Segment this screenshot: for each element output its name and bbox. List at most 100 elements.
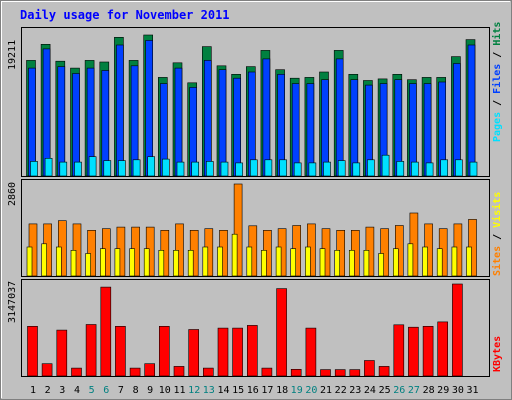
chart-title: Daily usage for November 2011 (20, 8, 230, 22)
files-bar (204, 60, 212, 177)
sites-bar (290, 248, 297, 277)
sites-bar (158, 250, 165, 277)
sites-bar (407, 243, 414, 277)
sites-axis-label: Sites (491, 246, 503, 276)
kbytes-bar (129, 367, 141, 377)
x-tick-label: 16 (247, 385, 259, 396)
pages-bar (220, 161, 229, 177)
sites-bar (231, 233, 238, 277)
files-axis-label: Files (491, 64, 503, 94)
hits-axis-separator-2: / (492, 46, 503, 64)
pages-bar (103, 160, 112, 177)
files-bar (423, 83, 432, 177)
kbytes-bar (276, 288, 287, 377)
sites-bar (305, 246, 311, 277)
pages-bar (381, 154, 390, 177)
x-axis-tick-labels: 1 2 3 4 5 6 7 8 9 10 11 12 13 14 15 16 17 18 19 20 21 22 23 24 2… (30, 385, 479, 396)
kbytes-bar (261, 367, 273, 377)
pages-bar (469, 161, 478, 177)
hits-axis-separator: / (492, 94, 503, 112)
sites-bar (319, 248, 326, 277)
kbytes-bar (27, 325, 38, 377)
sites-bar (100, 248, 106, 277)
kbytes-bar (422, 325, 434, 377)
hits-ymax-label: 19211 (7, 40, 18, 70)
sites-bar (378, 253, 384, 277)
x-tick-label: 15 (232, 385, 244, 396)
x-tick-label: 7 (118, 385, 124, 396)
files-bar (453, 63, 461, 177)
sites-bar (436, 248, 443, 277)
pages-bar (235, 162, 243, 177)
visits-bar (87, 230, 96, 277)
x-tick-label: 30 (452, 385, 464, 396)
pages-bar (308, 162, 317, 177)
hits-bars (26, 34, 478, 177)
kbytes-bar (173, 366, 185, 377)
kbytes-axis-label: KBytes (492, 336, 503, 372)
files-bar (262, 58, 271, 177)
kbytes-bar (378, 366, 390, 377)
visits-series-axis-label: Visits (491, 192, 503, 228)
visits-axis-label: Sites / Visits (491, 192, 503, 276)
x-tick-label: 9 (147, 385, 153, 396)
pages-bar (118, 160, 126, 177)
x-tick-label: 23 (349, 385, 361, 396)
sites-bar (334, 250, 341, 277)
x-tick-label: 25 (379, 385, 391, 396)
sites-bar (114, 248, 121, 277)
pages-bar (30, 161, 38, 177)
sites-bar (202, 246, 209, 277)
x-tick-label: 2 (45, 385, 51, 396)
files-bar (57, 66, 66, 177)
sites-bar (26, 246, 33, 277)
x-tick-label: 28 (423, 385, 435, 396)
sites-bar (392, 248, 399, 277)
pages-bar (440, 159, 449, 177)
kbytes-bar (159, 325, 170, 377)
x-tick-label: 8 (133, 385, 139, 396)
hits-axis-label: Pages / Files / Hits (491, 22, 503, 142)
x-tick-label: 3 (59, 385, 65, 396)
kbytes-bar (85, 324, 97, 377)
x-tick-label: 29 (437, 385, 449, 396)
pages-bar (396, 161, 405, 177)
sites-bar (451, 246, 458, 277)
pages-bar (147, 156, 155, 177)
sites-bar (187, 250, 194, 277)
sites-bar (275, 246, 282, 277)
sites-bar (466, 246, 472, 277)
x-tick-label: 21 (320, 385, 332, 396)
visits-bar (380, 228, 389, 277)
sites-bar (246, 246, 253, 277)
pages-bar (411, 161, 419, 177)
pages-bar (337, 160, 346, 177)
x-tick-label: 27 (408, 385, 420, 396)
kbytes-bar (203, 367, 214, 377)
files-bar (72, 73, 80, 177)
kbytes-bar (115, 325, 126, 377)
sites-bar (85, 253, 91, 277)
kbytes-bar (364, 360, 375, 377)
pages-bar (44, 158, 53, 177)
x-tick-label: 6 (103, 385, 109, 396)
sites-bar (261, 250, 267, 277)
pages-bar (323, 161, 331, 177)
kbytes-bar (247, 325, 258, 377)
x-tick-label: 19 (291, 385, 303, 396)
pages-bar (88, 156, 97, 177)
files-bar (233, 77, 241, 177)
sites-bar (217, 246, 223, 277)
files-bar (350, 79, 359, 177)
pages-bar (425, 162, 434, 177)
kbytes-bar (100, 286, 112, 377)
sites-bar (55, 246, 62, 277)
pages-bar (264, 159, 273, 177)
x-tick-label: 5 (89, 385, 95, 396)
files-bar (306, 83, 315, 177)
x-tick-label: 17 (261, 385, 273, 396)
kbytes-bar (232, 327, 243, 377)
sites-bar (348, 250, 355, 277)
kbytes-bar (56, 329, 68, 377)
